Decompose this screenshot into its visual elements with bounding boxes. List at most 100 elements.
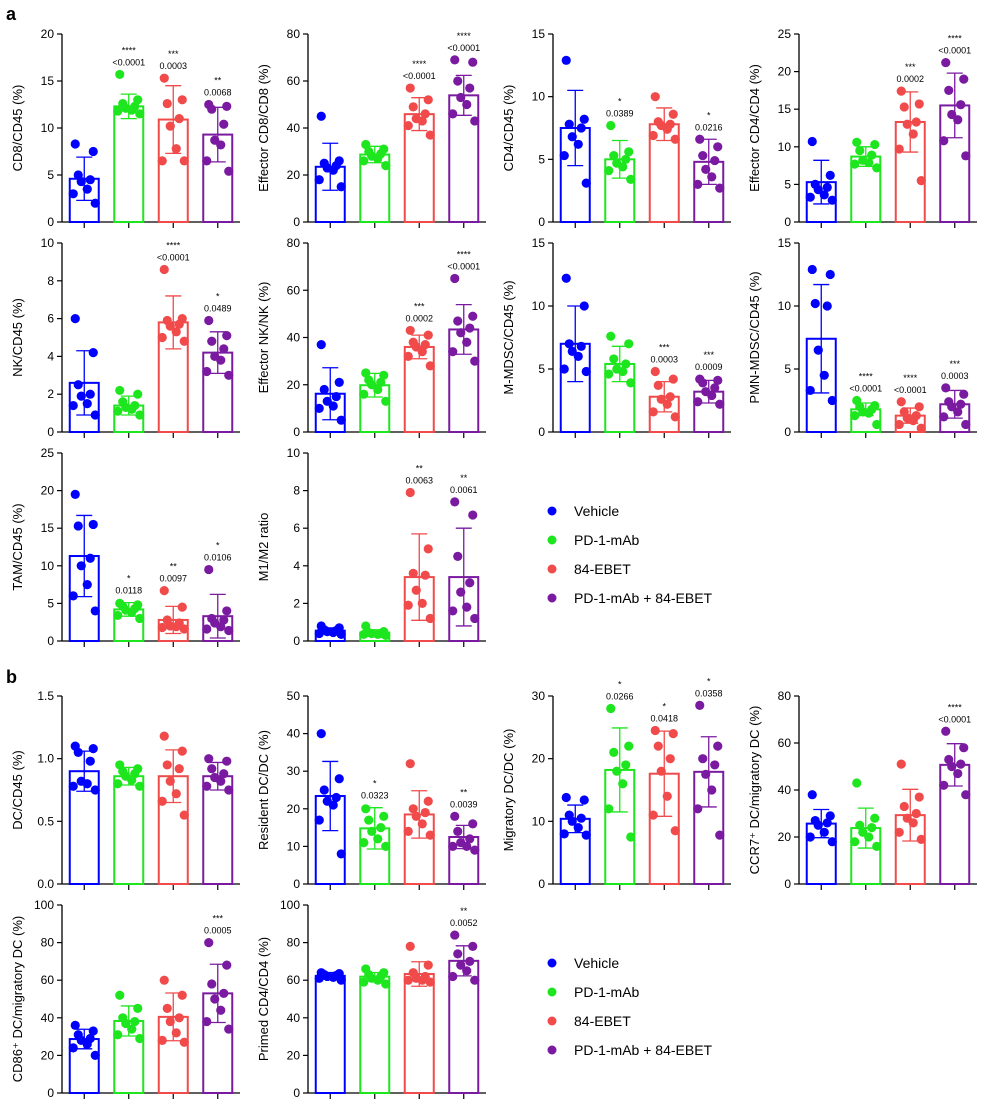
data-point [715, 399, 725, 409]
y-tick-label: 10 [532, 814, 546, 828]
significance-p: <0.0001 [447, 261, 480, 271]
significance-p: 0.0039 [450, 799, 478, 809]
data-point [202, 156, 212, 166]
data-point [405, 759, 415, 769]
data-point [115, 69, 125, 80]
significance-p: 0.0005 [204, 926, 232, 936]
data-point [648, 810, 658, 820]
data-point [127, 607, 137, 618]
data-point [222, 606, 232, 616]
y-tick-label: 0.0 [37, 877, 54, 891]
data-point [670, 412, 680, 422]
data-point [872, 419, 882, 430]
group-pd-1-mab-84-ebet: 0.0009 *** [693, 350, 725, 433]
data-point [331, 792, 341, 803]
data-point [579, 795, 589, 805]
significance-stars: **** [122, 45, 137, 55]
y-tick-label: 20 [287, 378, 301, 392]
y-axis-label: M-MDSC/CD45 (%) [501, 280, 516, 394]
data-point [68, 591, 78, 601]
y-tick-label: 20 [287, 802, 301, 816]
data-point [70, 314, 80, 324]
y-tick-label: 0 [47, 1086, 54, 1100]
data-point [947, 402, 957, 412]
bar [403, 972, 435, 1094]
legend-label: PD-1-mAb [574, 984, 640, 1000]
data-point [959, 389, 969, 399]
data-point [453, 76, 463, 86]
data-point [359, 977, 369, 987]
data-point [408, 102, 418, 112]
legend-label: Vehicle [574, 503, 619, 519]
data-point [650, 92, 660, 102]
data-point [665, 754, 675, 764]
y-tick-label: 60 [778, 736, 792, 750]
data-point [113, 106, 123, 116]
bar [113, 775, 145, 885]
y-axis-label: CD86⁺ DC/migratory DC (%) [10, 916, 25, 1083]
data-point [959, 743, 969, 753]
y-tick-label: 80 [41, 936, 55, 950]
data-point [462, 337, 472, 347]
group-pd-1-mab-84-ebet: <0.0001 **** [938, 34, 971, 223]
y-tick-label: 8 [47, 274, 54, 288]
data-point [224, 785, 234, 795]
data-point [403, 351, 413, 361]
data-point [207, 336, 217, 346]
data-point [450, 811, 460, 821]
data-point [468, 510, 478, 520]
data-point [899, 102, 909, 112]
group-pd-1-mab: <0.0001 **** [112, 45, 145, 223]
data-point [127, 105, 137, 115]
significance-p: 0.0389 [606, 108, 634, 118]
group-84-ebet: 0.0097 ** [157, 562, 189, 642]
legend-marker [547, 564, 557, 574]
data-point [171, 327, 181, 337]
data-point [894, 144, 904, 154]
data-point [956, 100, 966, 110]
y-tick-label: 0 [538, 215, 545, 229]
data-point [423, 95, 433, 105]
data-point [336, 415, 346, 425]
group-pd-1-mab: 0.0266 * [604, 680, 636, 885]
data-point [222, 331, 232, 341]
significance-p: <0.0001 [112, 57, 145, 67]
data-point [650, 725, 660, 736]
y-tick-label: 10 [287, 446, 301, 460]
chart-6: 0 20 40 60 80 Effector NK/NK (%) 0.0002 *** <0.0… [256, 236, 486, 439]
data-point [204, 938, 214, 948]
data-point [819, 827, 829, 837]
significance-p: 0.0358 [695, 688, 723, 698]
group-pd-1-mab-84-ebet: 0.0003 *** [939, 359, 971, 433]
group-pd-1-mab-84-ebet: 0.0039 ** [448, 787, 480, 885]
y-axis-label: Effector CD8/CD8 (%) [256, 64, 271, 192]
data-point [462, 841, 472, 852]
data-point [939, 412, 949, 422]
group-pd-1-mab-84-ebet: 0.0106 * [202, 541, 234, 643]
data-point [127, 1024, 137, 1034]
data-point [561, 273, 571, 283]
significance-p: <0.0001 [447, 43, 480, 53]
data-point [701, 164, 711, 174]
data-point [381, 979, 391, 989]
data-point [911, 117, 921, 127]
data-point [855, 145, 865, 156]
group-pd-1-mab-84-ebet: <0.0001 **** [938, 702, 971, 885]
group-vehicle [805, 790, 837, 885]
data-point [805, 832, 815, 842]
data-point [914, 792, 924, 802]
data-point [135, 781, 145, 791]
data-point [707, 785, 717, 795]
data-point [133, 1003, 143, 1014]
data-point [210, 994, 220, 1004]
significance-stars: ** [460, 473, 468, 483]
data-point [367, 826, 377, 836]
data-point [609, 354, 619, 364]
data-point [944, 85, 954, 95]
y-tick-label: 10 [41, 121, 55, 135]
significance-p: 0.0068 [204, 88, 232, 98]
data-point [177, 602, 187, 612]
data-point [908, 416, 918, 426]
data-point [373, 384, 383, 395]
